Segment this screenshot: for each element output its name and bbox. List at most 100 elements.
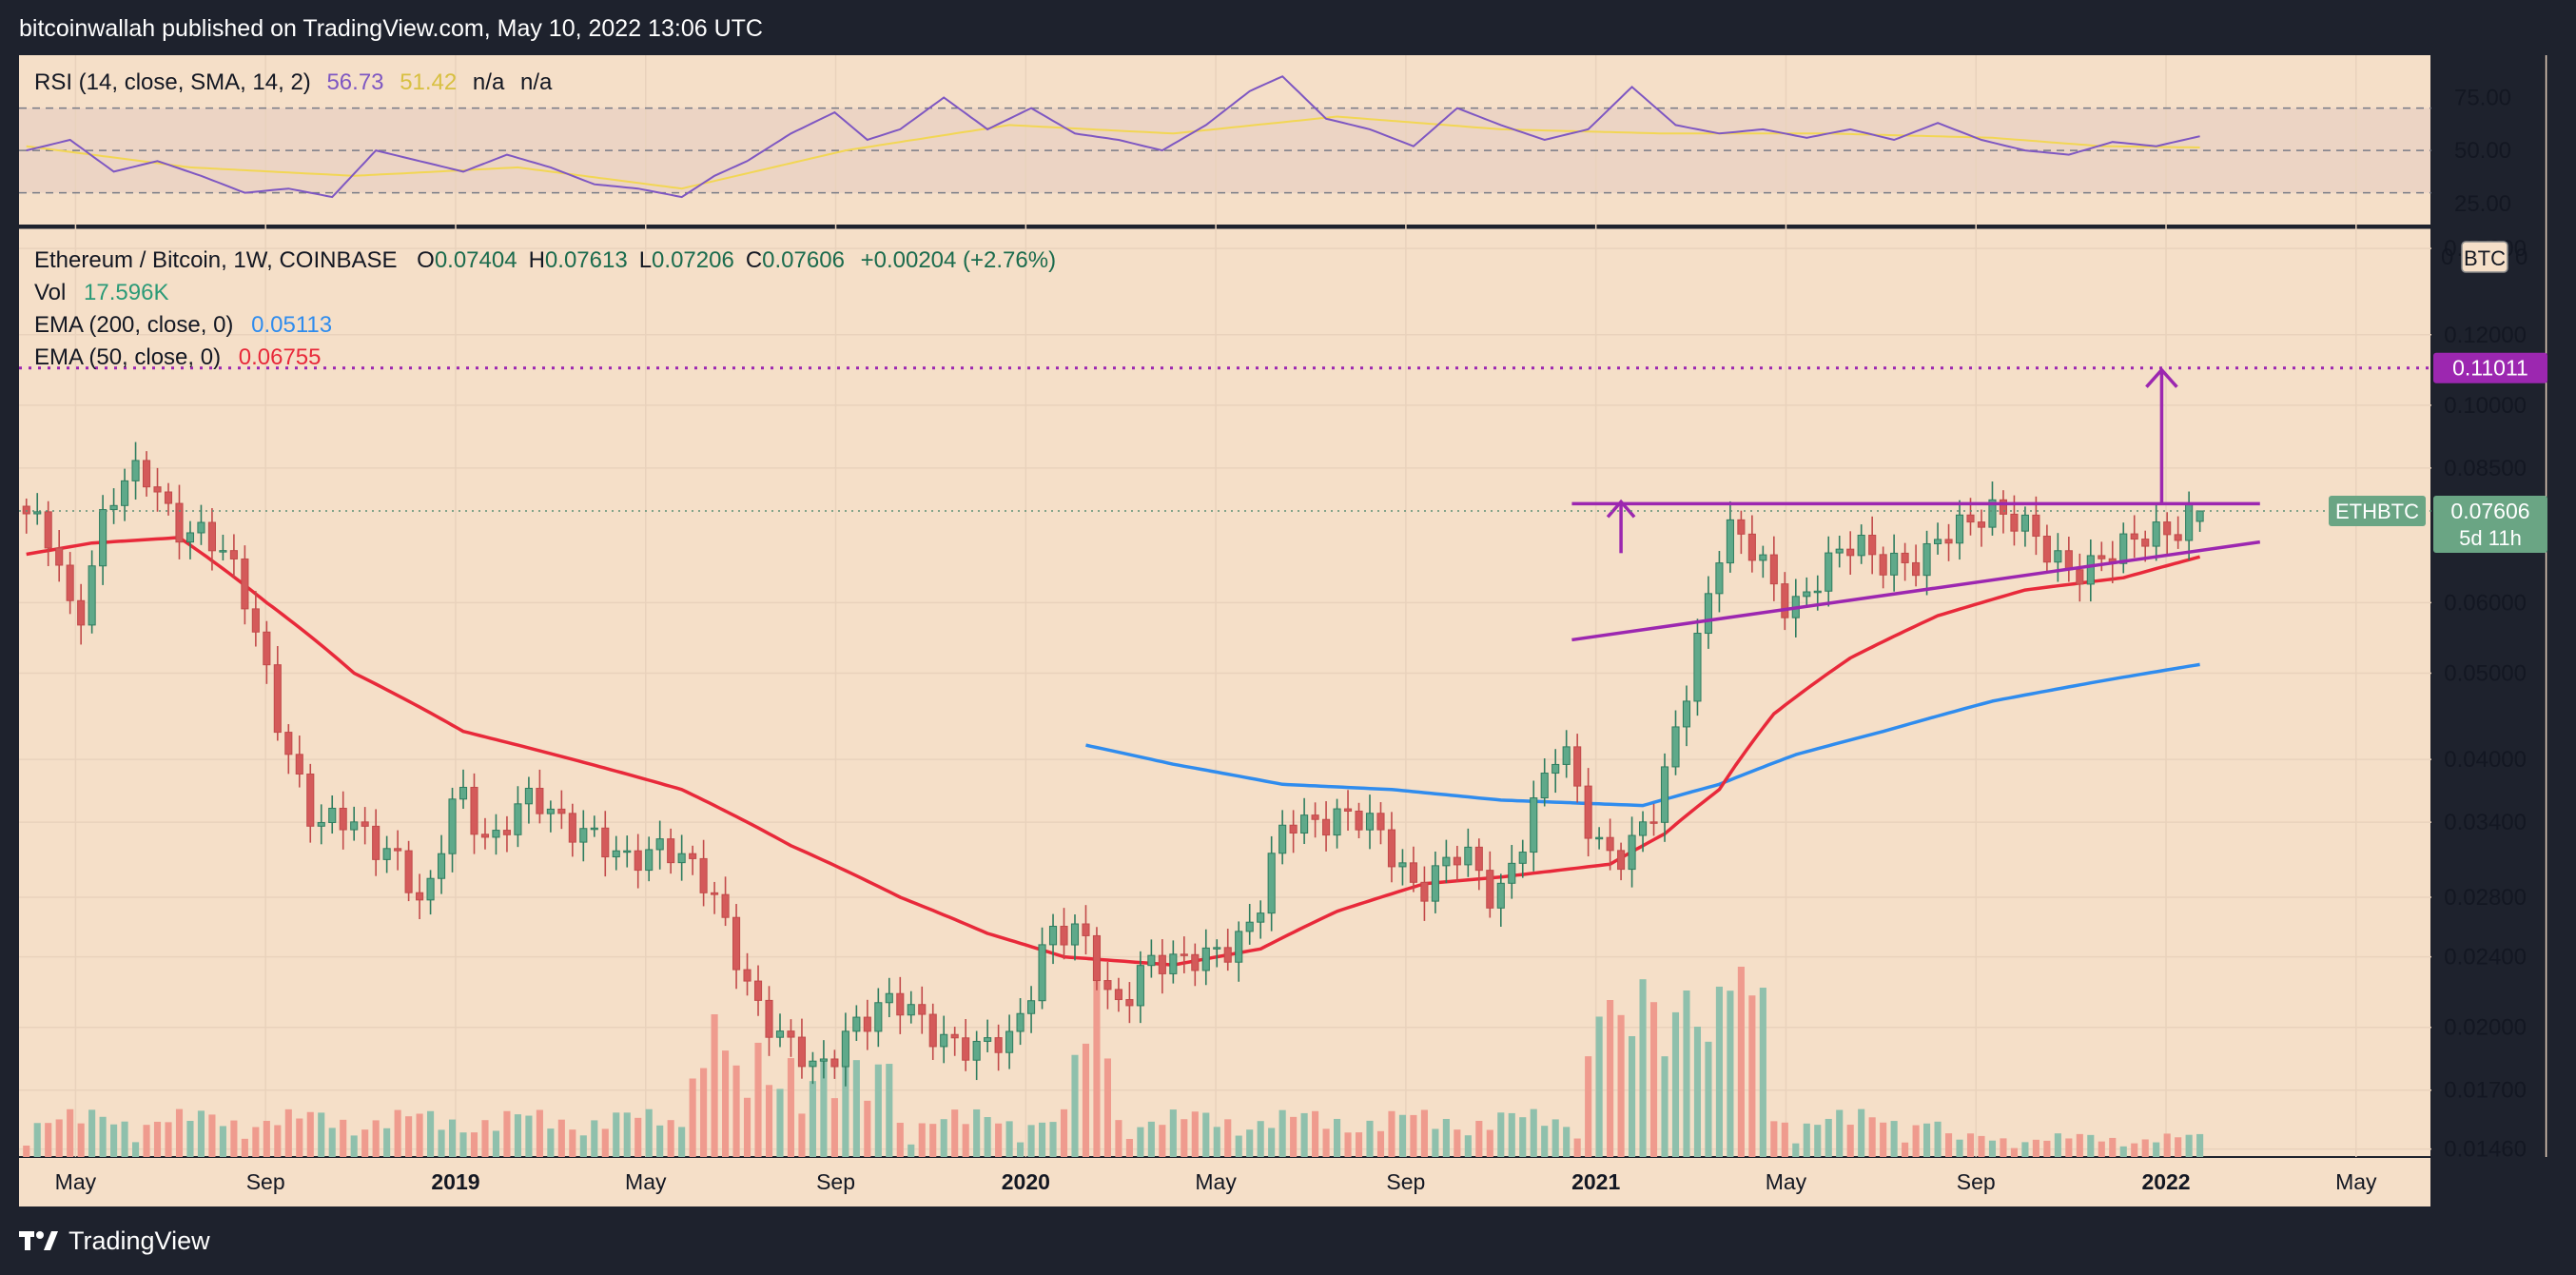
candle bbox=[175, 502, 184, 543]
volume-bar bbox=[1814, 1125, 1822, 1157]
candle bbox=[1922, 542, 1931, 577]
candle bbox=[1551, 763, 1560, 775]
rsi-tick-label: 75.00 bbox=[2454, 86, 2511, 111]
volume-bar bbox=[722, 1050, 730, 1157]
volume-bar bbox=[525, 1115, 533, 1157]
annotations bbox=[19, 366, 2431, 642]
ohlc-value: 0.07613 bbox=[545, 247, 628, 273]
candle bbox=[1682, 700, 1691, 728]
volume-bar bbox=[1825, 1118, 1832, 1157]
candle bbox=[1912, 561, 1921, 577]
volume-bars bbox=[23, 967, 2204, 1157]
candle bbox=[1518, 852, 1527, 864]
volume-bar bbox=[175, 1108, 184, 1157]
tradingview-logo[interactable]: TradingView bbox=[19, 1218, 210, 1264]
volume-bar bbox=[427, 1110, 435, 1157]
candle bbox=[44, 511, 52, 549]
ema200-series bbox=[1085, 662, 2200, 808]
volume-bar bbox=[798, 1113, 806, 1157]
volume-bar bbox=[1956, 1139, 1963, 1157]
time-tick-label: Sep bbox=[816, 1169, 855, 1194]
candle bbox=[1027, 1000, 1036, 1014]
price-axis[interactable]: 0.150000.120000.100000.085000.060000.050… bbox=[2441, 236, 2527, 1162]
candle bbox=[1223, 947, 1232, 963]
candle bbox=[819, 1058, 828, 1062]
candle bbox=[1322, 818, 1331, 836]
volume-bar bbox=[830, 1098, 838, 1157]
volume-bar bbox=[1530, 1108, 1537, 1157]
candle bbox=[2076, 569, 2084, 585]
candle bbox=[1464, 846, 1473, 866]
volume-bar bbox=[1563, 1127, 1571, 1157]
volume-bar bbox=[241, 1138, 248, 1157]
volume-bar bbox=[394, 1109, 401, 1157]
volume-bar bbox=[1060, 1108, 1068, 1157]
candle bbox=[1005, 1030, 1014, 1053]
candle bbox=[1125, 999, 1134, 1007]
volume-bar bbox=[208, 1114, 216, 1157]
volume-bar bbox=[536, 1109, 543, 1157]
ema50-legend[interactable]: EMA (50, close, 0) 0.06755 bbox=[34, 344, 322, 370]
candle bbox=[918, 1004, 927, 1015]
candle bbox=[295, 754, 303, 775]
symbol-legend[interactable]: Ethereum / Bitcoin, 1W, COINBASE O0.0740… bbox=[34, 247, 1056, 273]
candle bbox=[667, 838, 675, 864]
target-price-label: 0.11011 bbox=[2452, 356, 2528, 381]
candle bbox=[1769, 554, 1778, 585]
volume-bar bbox=[1344, 1132, 1352, 1157]
volume-bar bbox=[1125, 1138, 1133, 1157]
candle bbox=[55, 547, 64, 566]
target-price-tag bbox=[2433, 352, 2547, 383]
price-tick-label: 0.12000 bbox=[2444, 323, 2527, 348]
ohlc-key: H bbox=[529, 247, 545, 273]
volume-bar bbox=[1639, 979, 1647, 1157]
candle bbox=[1781, 583, 1789, 618]
candle bbox=[1289, 824, 1298, 834]
publisher-header: bitcoinwallah published on TradingView.c… bbox=[19, 15, 763, 42]
volume-bar bbox=[1759, 988, 1766, 1157]
candle bbox=[524, 787, 533, 805]
candle bbox=[732, 916, 741, 971]
candle bbox=[645, 849, 654, 872]
candle bbox=[1158, 954, 1166, 974]
volume-bar bbox=[1836, 1109, 1844, 1157]
candle bbox=[1201, 947, 1210, 971]
candle bbox=[382, 848, 391, 860]
volume-bar bbox=[121, 1121, 128, 1157]
candle bbox=[492, 830, 500, 838]
price-tick-label: 0.08500 bbox=[2444, 456, 2527, 481]
time-tick-label: May bbox=[1195, 1169, 1237, 1194]
currency-badge[interactable] bbox=[2461, 241, 2508, 273]
rsi-legend[interactable]: RSI (14, close, SMA, 14, 2) 56.73 51.42 … bbox=[34, 69, 553, 95]
time-axis[interactable]: May Sep 2019 May Sep 2020 May Sep 2021 May Sep 2022… bbox=[55, 1169, 2377, 1194]
candle bbox=[459, 786, 468, 800]
volume-bar bbox=[492, 1130, 500, 1157]
price-tags: 0.11011 ETHBTC 0.07606 5d 11h bbox=[2329, 352, 2547, 554]
volume-bar bbox=[1246, 1129, 1254, 1157]
volume-bar bbox=[1235, 1135, 1242, 1157]
price-tick-label: 0.02800 bbox=[2444, 885, 2527, 911]
volume-legend[interactable]: Vol 17.596K bbox=[34, 280, 168, 305]
candle bbox=[1726, 519, 1734, 564]
volume-bar bbox=[1147, 1121, 1155, 1157]
volume-bar bbox=[459, 1132, 467, 1157]
volume-bar bbox=[252, 1127, 260, 1157]
volume-bar bbox=[1519, 1117, 1527, 1157]
volume-bar bbox=[1649, 1002, 1658, 1157]
candle bbox=[655, 838, 664, 851]
rsi-tick-label: 25.00 bbox=[2454, 191, 2511, 217]
candle bbox=[677, 853, 686, 864]
candle bbox=[2195, 510, 2204, 522]
ema200-legend[interactable]: EMA (200, close, 0) 0.05113 bbox=[34, 312, 332, 338]
rsi-tick-label: 50.00 bbox=[2454, 138, 2511, 164]
volume-bar bbox=[23, 1146, 30, 1157]
volume-bar bbox=[143, 1125, 150, 1157]
volume-bar bbox=[1093, 976, 1101, 1157]
volume-bar bbox=[754, 1042, 762, 1157]
volume-bar bbox=[1017, 1142, 1025, 1157]
time-axis-bg bbox=[19, 1157, 2431, 1206]
volume-bar bbox=[2163, 1133, 2171, 1157]
volume-bar bbox=[2010, 1148, 2018, 1157]
candle bbox=[852, 1016, 861, 1032]
